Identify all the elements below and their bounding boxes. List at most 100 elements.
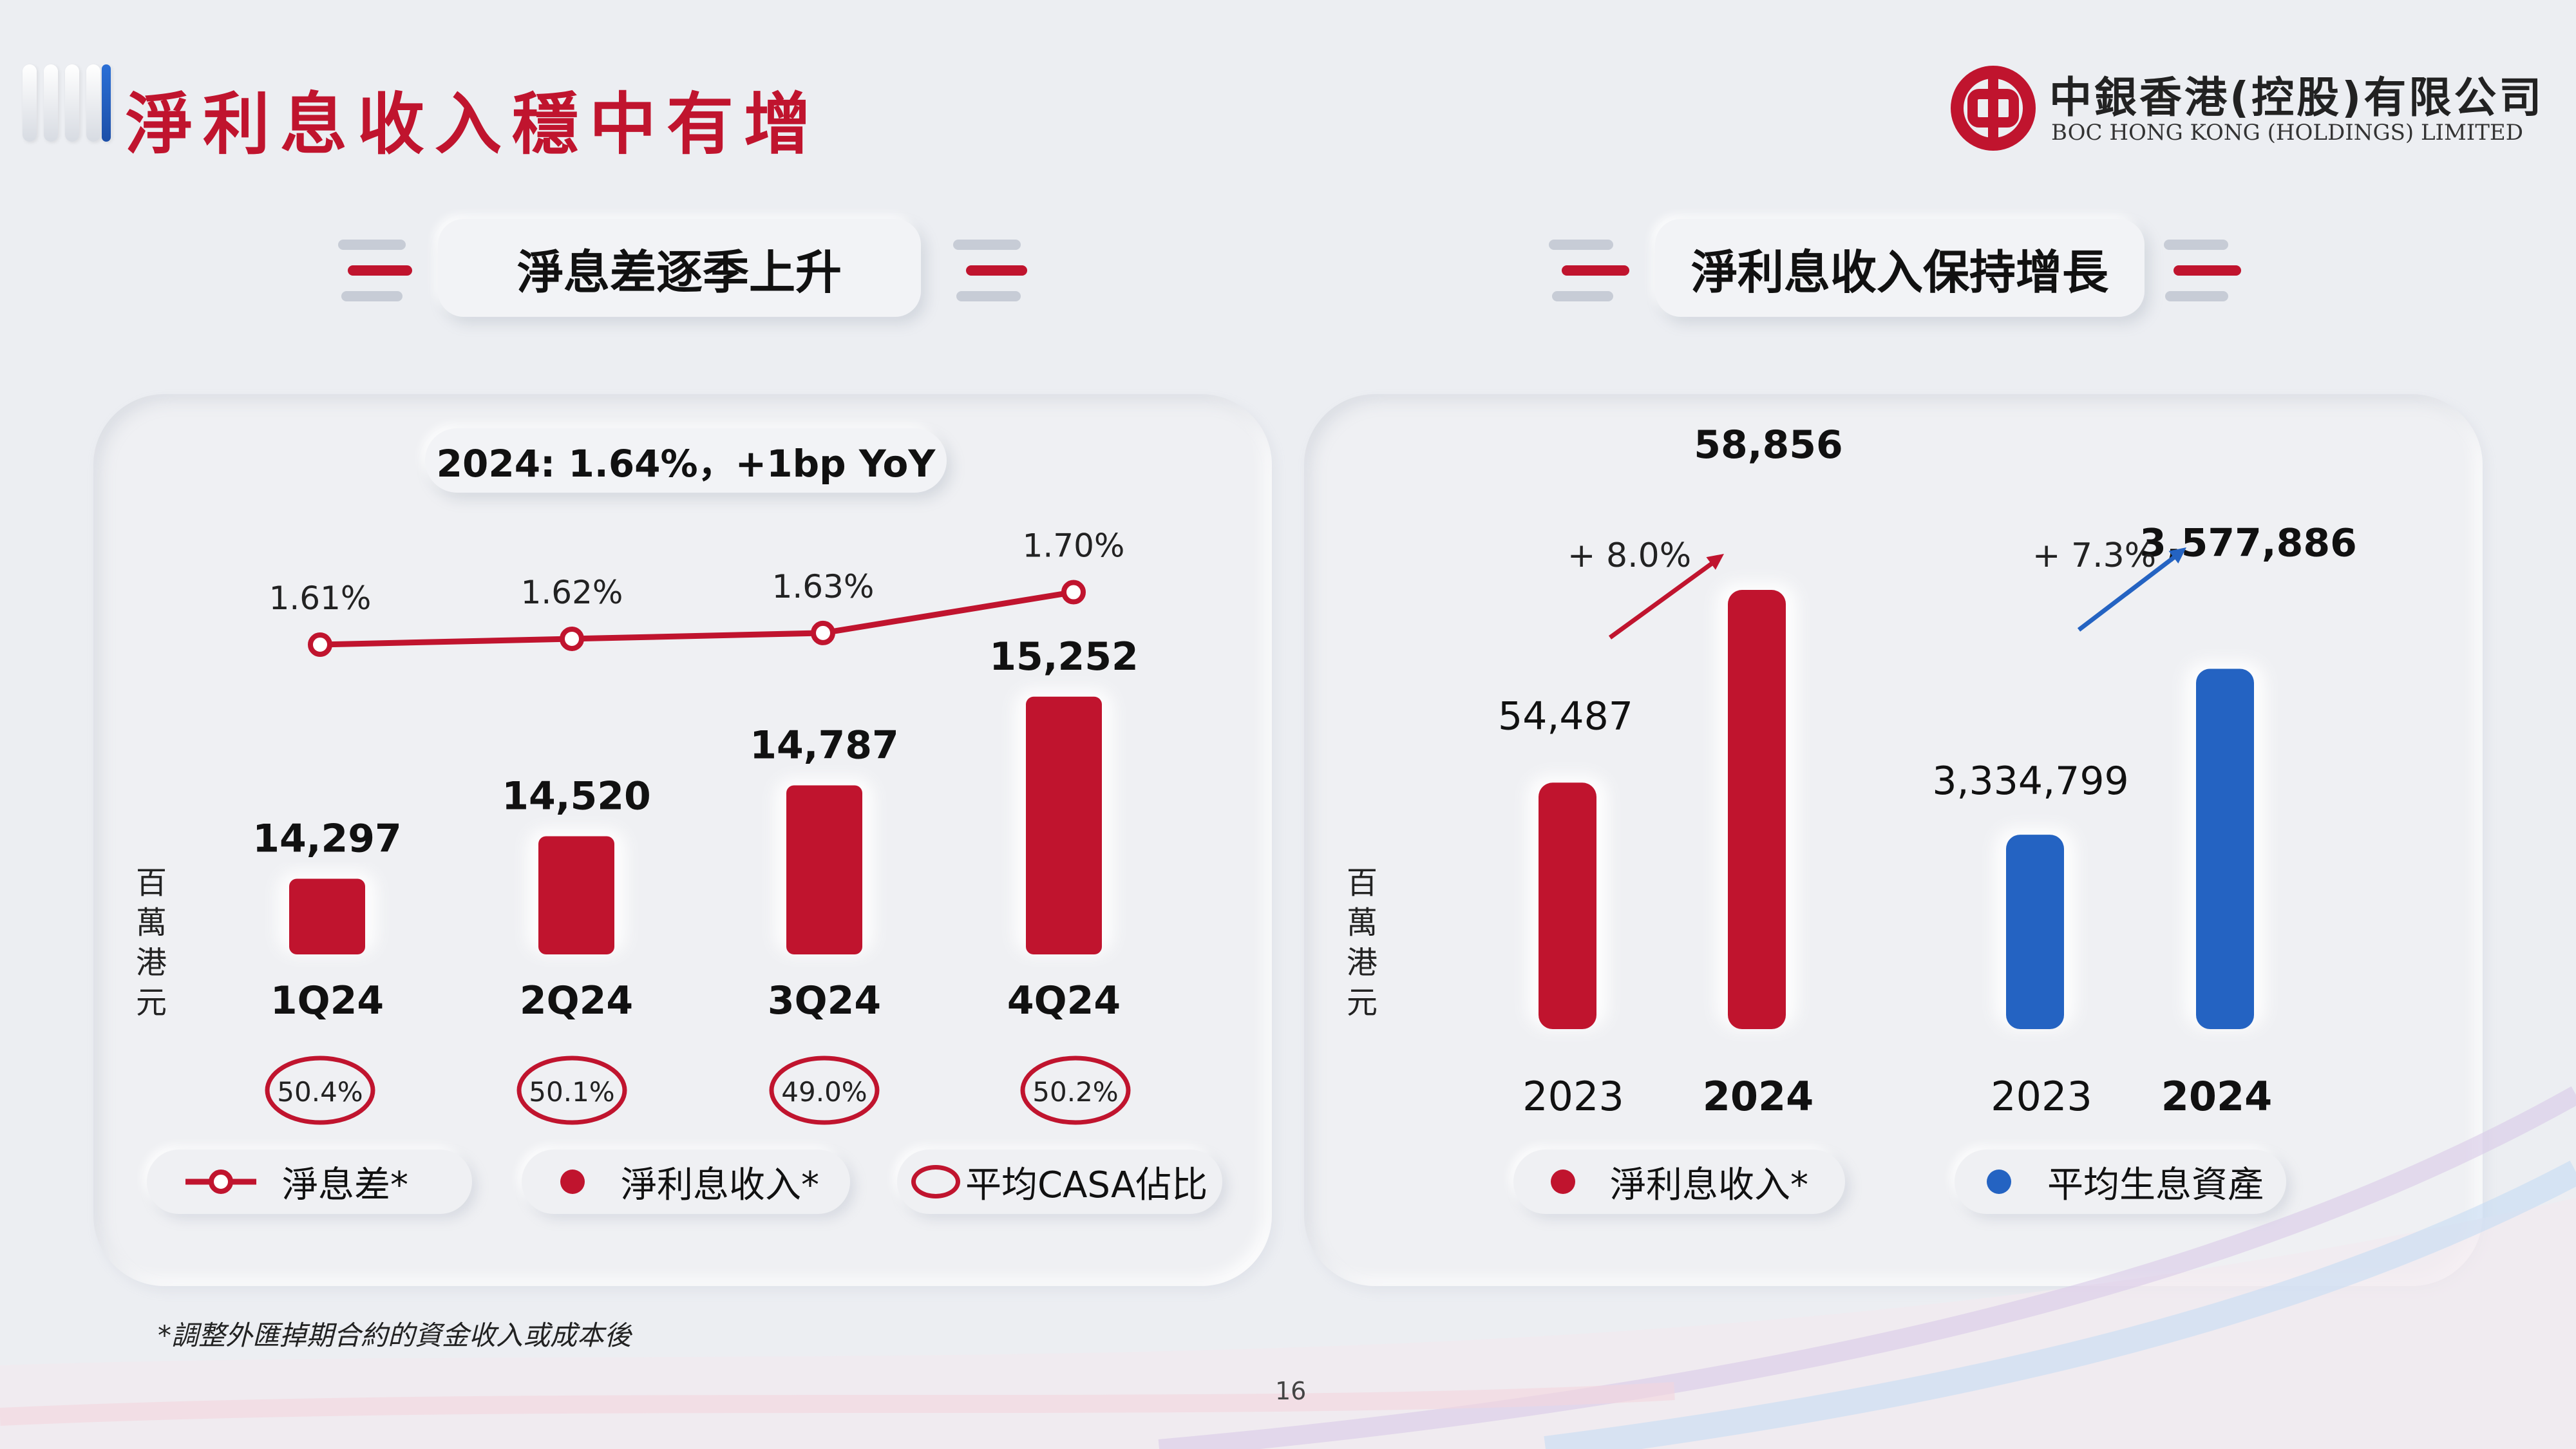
- quarter-tick-label: 3Q24: [768, 978, 881, 1023]
- heading-decor: [1552, 291, 1613, 301]
- heading-decor: [341, 291, 402, 301]
- unit-char: 元: [1346, 985, 1378, 1021]
- right-chart-panel: [1304, 394, 2483, 1286]
- red-dot-icon: [1551, 1170, 1575, 1194]
- decorative-bar: [23, 64, 37, 142]
- assets-growth-arrow-head: [2168, 547, 2186, 564]
- heading-decor: [2164, 240, 2228, 250]
- legend-label: 平均生息資產: [2047, 1164, 2264, 1206]
- boc-logo-icon: [1951, 66, 2036, 151]
- casa-ratio-ellipse: [1020, 1056, 1131, 1125]
- year-tick-label: 2023: [1991, 1073, 2092, 1120]
- nim-point: [308, 632, 332, 657]
- left-heading: 淨息差逐季上升: [438, 219, 921, 317]
- assets-growth-arrow: [2077, 552, 2181, 632]
- casa-ratio-label: 50.1%: [529, 1076, 614, 1108]
- heading-decor: [348, 265, 412, 276]
- heading-decor: [1562, 265, 1629, 276]
- legend-nim: 淨息差*: [147, 1150, 472, 1214]
- year-tick-label: 2024: [2161, 1073, 2273, 1120]
- legend-casa: 平均CASA佔比: [897, 1150, 1222, 1214]
- quarter-tick-label: 2Q24: [520, 978, 633, 1023]
- legend-nii-annual: 淨利息收入*: [1513, 1150, 1845, 1214]
- unit-char: 港: [1346, 945, 1378, 981]
- unit-char: 百: [135, 865, 167, 901]
- nii-growth-arrow-head: [1706, 554, 1724, 570]
- nii-quarter-value-label: 14,520: [502, 773, 651, 819]
- nim-point: [811, 620, 835, 645]
- quarter-tick-label: 4Q24: [1007, 978, 1121, 1023]
- casa-ratio-ellipse: [516, 1056, 627, 1125]
- nim-summary-pill: 2024: 1.64%，+1bp YoY: [425, 428, 947, 493]
- footnote: *調整外匯掉期合約的資金收入或成本後: [158, 1320, 632, 1351]
- year-tick-label: 2024: [1703, 1073, 1814, 1120]
- left-unit-label: 百 萬 港 元: [132, 863, 171, 1023]
- nii-quarter-value-label: 15,252: [989, 634, 1139, 679]
- casa-ratio-ellipse: [769, 1056, 880, 1125]
- decorative-swoosh: [0, 1086, 2576, 1449]
- decorative-accent-bar: [102, 64, 111, 142]
- assets-annual-bar: [2006, 835, 2064, 1029]
- line-marker-icon: [185, 1170, 256, 1194]
- casa-ratio-ellipse: [265, 1056, 375, 1125]
- heading-decor: [966, 265, 1027, 276]
- legend-label: 淨利息收入*: [1610, 1164, 1808, 1206]
- heading-decor: [2174, 265, 2241, 276]
- nim-value-label: 1.70%: [1023, 527, 1125, 565]
- assets-value-label: 3,334,799: [1932, 759, 2128, 804]
- logo-chinese-name: 中銀香港(控股)有限公司: [2049, 73, 2544, 122]
- blue-dot-icon: [1987, 1170, 2011, 1194]
- unit-char: 元: [135, 985, 167, 1021]
- nim-value-label: 1.62%: [521, 574, 623, 611]
- nii-quarter-bar: [538, 836, 614, 954]
- nii-annual-bar: [1728, 590, 1786, 1029]
- unit-char: 港: [135, 945, 167, 981]
- heading-decor: [956, 291, 1021, 301]
- ellipse-outline-icon: [911, 1165, 960, 1198]
- legend-label: 淨利息收入*: [621, 1164, 819, 1206]
- legend-label: 平均CASA佔比: [965, 1164, 1208, 1206]
- assets-annual-bar: [2196, 668, 2254, 1029]
- unit-char: 萬: [1346, 905, 1378, 941]
- right-heading: 淨利息收入保持增長: [1655, 219, 2145, 317]
- heading-decor: [1549, 240, 1613, 250]
- decorative-bar: [44, 64, 58, 142]
- decorative-bar: [86, 64, 100, 142]
- nim-line: [319, 589, 1074, 648]
- nii-quarter-value-label: 14,297: [252, 816, 402, 861]
- nim-value-label: 1.63%: [772, 568, 875, 605]
- nii-quarter-bar: [289, 878, 365, 954]
- nii-quarter-bar: [786, 785, 862, 954]
- heading-decor: [2165, 291, 2228, 301]
- quarter-tick-label: 1Q24: [270, 978, 384, 1023]
- heading-decor: [338, 240, 406, 250]
- casa-ratio-label: 49.0%: [781, 1076, 867, 1108]
- heading-decor: [953, 240, 1021, 250]
- nim-point: [1061, 580, 1086, 605]
- nii-annual-bar: [1539, 782, 1596, 1029]
- nii-growth-arrow: [1608, 558, 1718, 639]
- page-number: 16: [1275, 1377, 1307, 1405]
- unit-char: 萬: [135, 905, 167, 941]
- red-dot-icon: [560, 1170, 585, 1194]
- nii-annual-value-label: 54,487: [1498, 694, 1633, 739]
- right-unit-label: 百 萬 港 元: [1343, 863, 1381, 1023]
- assets-growth-label: + 7.3%: [2032, 536, 2156, 575]
- legend-assets: 平均生息資產: [1955, 1150, 2286, 1214]
- nii-quarter-bar: [1026, 696, 1102, 954]
- nim-value-label: 1.61%: [269, 580, 372, 617]
- nim-point: [560, 626, 584, 651]
- decorative-bar: [65, 64, 79, 142]
- nii-quarter-value-label: 14,787: [750, 723, 899, 768]
- nii-annual-value-label: 58,856: [1694, 422, 1843, 468]
- casa-ratio-label: 50.2%: [1032, 1076, 1118, 1108]
- casa-ratio-label: 50.4%: [277, 1076, 363, 1108]
- logo-english-name: BOC HONG KONG (HOLDINGS) LIMITED: [2051, 120, 2523, 146]
- page-title: 淨利息收入穩中有增: [126, 85, 822, 164]
- legend-nii: 淨利息收入*: [522, 1150, 850, 1214]
- year-tick-label: 2023: [1522, 1073, 1624, 1120]
- nii-growth-label: + 8.0%: [1567, 536, 1691, 575]
- legend-label: 淨息差*: [282, 1164, 408, 1206]
- unit-char: 百: [1346, 865, 1378, 901]
